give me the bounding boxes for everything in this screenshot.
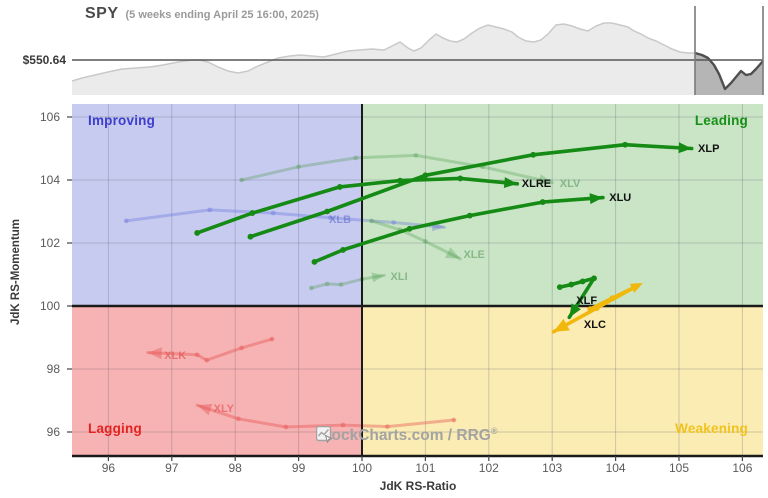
chart-subtitle: (5 weeks ending April 25 16:00, 2025) (125, 9, 319, 21)
registered-mark: ® (490, 426, 498, 436)
quadrant-label-lagging: Lagging (88, 421, 142, 436)
y-axis-title: JdK RS-Momentum (10, 218, 22, 326)
x-axis-title: JdK RS-Ratio (379, 479, 457, 493)
price-level-label: $550.64 (22, 53, 66, 67)
quadrant-label-weakening: Weakening (675, 421, 748, 436)
watermark-text: StockCharts.com / RRG® (316, 426, 498, 445)
watermark: StockCharts.com / RRG® (316, 426, 498, 445)
symbol-title: SPY (85, 5, 119, 22)
chart-header: SPY (5 weeks ending April 25 16:00, 2025… (85, 5, 319, 23)
quadrant-label-improving: Improving (88, 113, 156, 128)
quadrant-label-leading: Leading (694, 113, 748, 128)
stockcharts-logo-icon (316, 426, 333, 443)
